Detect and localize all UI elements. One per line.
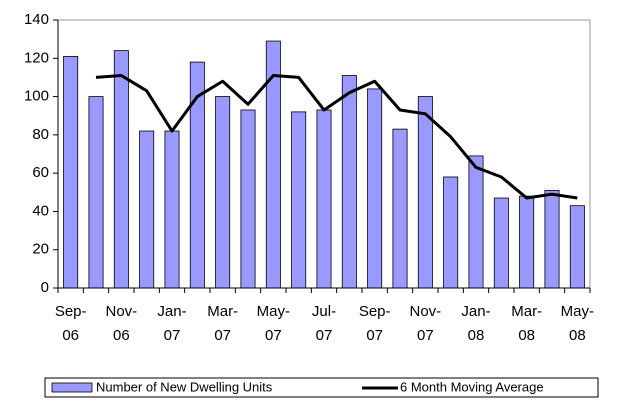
- bar: [88, 96, 104, 289]
- legend-label: Number of New Dwelling Units: [96, 379, 273, 394]
- x-tick-label: Nov-06: [105, 303, 137, 344]
- y-tick-label: 120: [24, 49, 49, 66]
- bar: [113, 50, 129, 289]
- x-tick-label: Sep-06: [55, 303, 87, 344]
- y-tick-label: 40: [32, 202, 49, 219]
- bar: [417, 96, 433, 289]
- x-tick-label: Sep-07: [359, 303, 391, 344]
- x-tick-label: May-08: [561, 303, 594, 344]
- y-tick-label: 20: [32, 241, 49, 258]
- bar: [316, 109, 332, 289]
- bar: [139, 130, 155, 289]
- legend-swatch: [51, 382, 93, 393]
- bar: [63, 55, 79, 289]
- bar: [443, 176, 459, 289]
- y-tick-label: 0: [41, 279, 49, 296]
- y-tick-label: 60: [32, 164, 49, 181]
- bar: [341, 75, 357, 289]
- legend-box: [44, 377, 599, 398]
- y-tick-label: 80: [32, 126, 49, 143]
- x-tick-label: Jan-08: [461, 303, 490, 344]
- bar: [544, 189, 560, 289]
- bar: [291, 111, 307, 289]
- x-tick-label: Mar-07: [207, 303, 238, 344]
- legend-label: 6 Month Moving Average: [400, 379, 544, 394]
- x-tick-label: Mar-08: [511, 303, 542, 344]
- bar: [519, 195, 535, 289]
- x-tick-label: Nov-07: [409, 303, 441, 344]
- bar: [164, 130, 180, 289]
- bar: [569, 205, 585, 289]
- x-tick-label: May-07: [257, 303, 290, 344]
- bar: [265, 40, 281, 289]
- x-tick-label: Jul-07: [312, 303, 336, 344]
- y-tick-label: 140: [24, 11, 49, 28]
- moving-average-line: [95, 74, 578, 200]
- bar: [493, 197, 509, 289]
- bar: [240, 109, 256, 289]
- bar: [392, 128, 408, 289]
- x-tick-label: Jan-07: [157, 303, 186, 344]
- bar: [215, 96, 231, 289]
- bar: [468, 155, 484, 289]
- bar: [367, 88, 383, 289]
- y-tick-label: 100: [24, 88, 49, 105]
